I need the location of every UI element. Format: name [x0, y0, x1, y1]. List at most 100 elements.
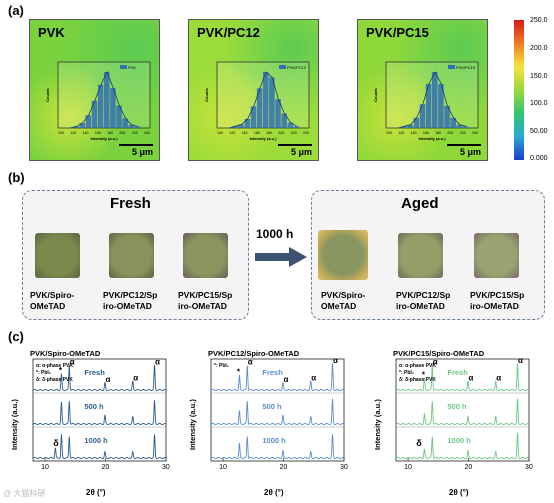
x-tick-label: 20 [101, 464, 110, 471]
legend-swatch [120, 65, 127, 69]
x-tick-label: 180 [435, 131, 441, 135]
x-tick-label: 140 [83, 131, 89, 135]
pbi2-marker: * [237, 368, 241, 377]
caption: PVK/PC12/Sp iro-OMeTAD [103, 290, 158, 311]
colorbar-tick: 100.0 [530, 100, 548, 107]
xrd-title: PVK/Spiro-OMeTAD [30, 349, 101, 358]
y-axis-label: Counts [45, 87, 50, 102]
alpha-marker: α [496, 373, 501, 382]
histogram-bar [263, 72, 269, 128]
histogram-bar [238, 124, 244, 128]
plot-frame [32, 358, 167, 462]
panel-a-label: (a) [8, 3, 24, 18]
aged-title: Aged [401, 195, 439, 212]
histogram-bar [85, 115, 92, 128]
curve-label: 500 h [84, 402, 104, 411]
histogram-bar [91, 100, 98, 128]
scale-bar: 5 μm [119, 144, 153, 157]
alpha-marker: α [155, 357, 160, 366]
xrd-curve [32, 434, 166, 460]
colorbar-tick: 0.000 [530, 155, 548, 162]
curve-label: Fresh [447, 368, 468, 377]
pbi2-marker: * [422, 370, 426, 379]
x-tick-label: 160 [254, 131, 260, 135]
plot-frame [395, 358, 530, 462]
legend-line: α: α-phase PVK [399, 363, 436, 369]
xrd-title: PVK/PC15/Spiro-OMeTAD [393, 349, 485, 358]
legend-line: *: PbI₂ [36, 370, 51, 376]
sample-fresh-pc12 [109, 233, 154, 278]
histogram-inset: PVK/PC12 100 120 140 160 180 200 220 240 Intensit… [204, 61, 310, 141]
scale-bar: 5 μm [447, 144, 481, 157]
x-tick-label: 30 [525, 464, 533, 471]
x-tick-label: 180 [266, 131, 272, 135]
x-tick-label: 20 [279, 464, 288, 471]
fresh-title: Fresh [110, 195, 151, 212]
histogram-bar [116, 105, 122, 128]
curve-label: 1000 h [447, 436, 471, 445]
xrd-curve [395, 432, 529, 460]
x-tick-label: 120 [70, 131, 76, 135]
histogram-bar [413, 117, 420, 128]
legend-line: δ: δ-phase PVK [399, 377, 436, 383]
pl-map-pc12: PVK/PC12 PVK/PC12 100 120 140 160 180 200 220 24… [188, 19, 319, 161]
histogram-bar [432, 72, 438, 128]
x-axis-label: 2θ (°) [86, 488, 106, 497]
histogram-bar [244, 118, 251, 128]
colorbar-tick: 200.0 [530, 45, 548, 52]
histogram-bar [79, 123, 85, 128]
xrd-curve [210, 434, 344, 460]
xrd-plot-pc15: Fresh * α α α α 500 h 1000 h δ α: α-phase PVK*: P… [395, 356, 530, 462]
x-tick-label: 240 [303, 131, 309, 135]
histogram-bar [425, 83, 432, 128]
colorbar-tick: 250.0 [530, 17, 548, 24]
map-title: PVK/PC15 [366, 25, 429, 40]
x-tick-label: 240 [144, 131, 150, 135]
xrd-plot-pc12: Fresh * α α α α 500 h 1000 h *: PbI₂ [210, 356, 345, 462]
x-axis-label: 2θ (°) [264, 488, 284, 497]
x-tick-label: 100 [58, 131, 64, 135]
delta-marker: δ [416, 438, 422, 448]
histogram-bar [444, 105, 450, 128]
histogram-bar [407, 124, 413, 128]
histogram-bar [462, 126, 469, 128]
sample-fresh-pc15 [183, 233, 228, 278]
panel-c-label: (c) [8, 329, 24, 344]
histogram-inset: PVK 100 120 140 160 180 200 220 240 Intensity (a.… [45, 61, 151, 141]
histogram-bar [250, 106, 257, 128]
histogram-bar [275, 99, 281, 128]
y-axis-label: Intensity (a.u.) [10, 399, 19, 450]
x-tick-label: 200 [447, 131, 453, 135]
x-tick-label: 100 [386, 131, 392, 135]
histogram-bar [269, 77, 275, 128]
xrd-curve [395, 398, 529, 426]
x-tick-label: 180 [107, 131, 113, 135]
sample-aged-pc12 [398, 233, 443, 278]
alpha-marker: α [283, 375, 288, 384]
sample-fresh-pvk [35, 233, 80, 278]
x-tick-label: 30 [340, 464, 348, 471]
colorbar-tick: 150.0 [530, 73, 548, 80]
x-tick-label: 30 [162, 464, 170, 471]
histogram-bar [256, 88, 263, 128]
plot-frame [210, 358, 345, 462]
x-axis-label: Intensity (a.u.) [90, 136, 118, 141]
x-tick-label: 100 [217, 131, 223, 135]
curve-label: 500 h [262, 402, 282, 411]
x-tick-label: 10 [404, 464, 412, 471]
histogram-bar [104, 72, 110, 128]
x-tick-label: 20 [464, 464, 473, 471]
pl-map-pvk: PVK PVK 100 120 140 160 180 200 220 240 Intensity… [29, 19, 160, 161]
arrow-right-icon [255, 247, 307, 267]
y-axis-label: Intensity (a.u.) [188, 399, 197, 450]
xrd-title: PVK/PC12/Spiro-OMeTAD [208, 349, 300, 358]
histogram-bar [450, 117, 456, 128]
histogram-bar [419, 104, 426, 128]
sample-aged-pvk [318, 230, 368, 280]
histogram-bar [281, 113, 287, 128]
curve-label: 1000 h [262, 436, 286, 445]
xrd-curve [210, 398, 344, 426]
x-axis-label: Intensity (a.u.) [418, 136, 446, 141]
legend-text: PVK/PC15 [456, 65, 476, 70]
caption: PVK/PC15/Sp iro-OMeTAD [178, 290, 233, 311]
